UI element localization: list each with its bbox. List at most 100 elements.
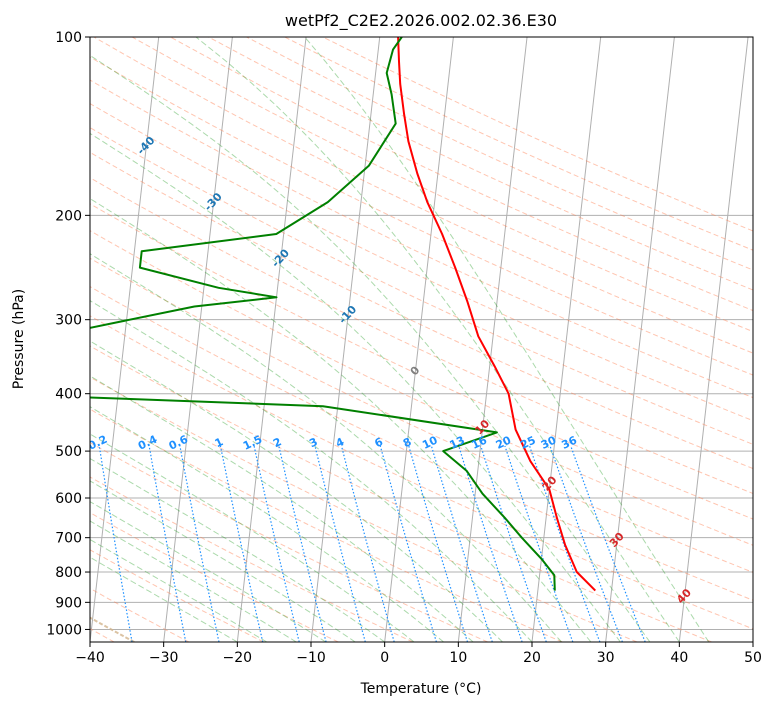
isotherm-label: 0	[408, 363, 423, 378]
dry-adiabat	[90, 441, 488, 642]
mixing-ratio-label: 30	[539, 433, 559, 451]
isotherm-label: -40	[134, 134, 157, 158]
dry-adiabat	[131, 37, 753, 333]
moist-adiabat	[90, 520, 297, 642]
y-axis-label: Pressure (hPa)	[11, 289, 27, 389]
dry-adiabat	[90, 315, 753, 630]
moist-adiabat	[90, 556, 238, 642]
x-tick-label: −20	[223, 650, 253, 666]
isotherm-line	[752, 637, 753, 642]
moist-adiabat	[90, 300, 533, 642]
mixing-ratio-line	[278, 445, 327, 642]
isotherm-label: 40	[674, 586, 694, 606]
moist-adiabat	[90, 433, 415, 642]
moist-adiabat	[90, 375, 474, 642]
mixing-ratio-label: 0.4	[136, 433, 159, 453]
isotherm-line	[384, 37, 454, 642]
isotherm-line	[0, 37, 11, 642]
mixing-ratio-label: 4	[334, 435, 347, 450]
x-axis-label: Temperature (°C)	[360, 681, 482, 697]
mixing-ratio-label: 36	[560, 433, 580, 451]
background-lines	[0, 37, 753, 642]
moist-adiabat	[195, 37, 680, 642]
moist-adiabat	[90, 501, 326, 642]
dry-adiabat	[246, 37, 753, 271]
isotherm-line	[310, 37, 381, 642]
dry-adiabat	[90, 203, 753, 520]
dry-adiabat	[90, 376, 638, 642]
moist-adiabat	[90, 538, 268, 642]
isotherm-line	[457, 37, 528, 642]
dry-adiabat	[90, 476, 414, 642]
y-tick-label: 500	[55, 444, 82, 460]
temperature-line	[397, 37, 597, 592]
dry-adiabat	[90, 127, 753, 445]
data-series	[90, 37, 597, 592]
dry-adiabat	[90, 56, 753, 376]
dry-adiabat	[90, 230, 753, 546]
mixing-ratio-line	[570, 445, 646, 642]
mixing-ratio-label: 25	[518, 434, 537, 452]
isotherm-label: 30	[607, 530, 627, 550]
isotherm-label: -50	[67, 77, 90, 101]
dry-adiabat	[93, 37, 753, 354]
dry-adiabat	[90, 549, 264, 642]
mixing-ratio-label: 2	[271, 435, 283, 450]
isotherm-line	[236, 37, 307, 642]
y-tick-label: 800	[55, 565, 82, 581]
dry-adiabat	[90, 177, 753, 495]
moist-adiabat	[90, 457, 385, 642]
isotherm-line	[531, 37, 602, 642]
mixing-ratio-line	[549, 445, 623, 642]
dry-adiabat	[90, 103, 753, 422]
mixing-ratio-line	[98, 445, 133, 642]
axes: −40 −30 −20 −10 0 10 20 30 40 5010009008007006005…	[46, 30, 762, 666]
mixing-ratio-line	[379, 445, 437, 642]
moist-adiabat	[90, 54, 651, 642]
dry-adiabat	[90, 587, 190, 642]
moist-adiabat	[304, 37, 710, 642]
y-tick-label: 1000	[46, 622, 82, 638]
mixing-ratio-line	[408, 445, 469, 642]
chart-title: wetPf2_C2E2.2026.002.02.36.E30	[285, 11, 557, 31]
x-tick-label: −10	[296, 650, 326, 666]
mixing-ratio-line	[480, 445, 547, 642]
y-tick-label: 300	[55, 313, 82, 329]
y-tick-label: 700	[55, 531, 82, 547]
x-tick-label: 30	[597, 650, 615, 666]
mixing-ratio-label: 10	[420, 433, 440, 451]
mixing-ratio-line	[253, 445, 300, 642]
plot-frame	[89, 36, 754, 643]
dry-adiabat	[170, 37, 753, 312]
mixing-ratio-line	[148, 445, 187, 642]
dewpoint-line	[90, 37, 556, 591]
isotherm-line	[90, 37, 160, 642]
mixing-ratio-label: 8	[401, 435, 413, 450]
moist-adiabat	[90, 406, 444, 642]
x-tick-label: 40	[670, 650, 688, 666]
mixing-ratio-label: 1	[213, 435, 225, 450]
x-tick-label: 20	[523, 650, 541, 666]
mixing-ratio-line	[179, 445, 220, 642]
dry-adiabat	[90, 408, 563, 642]
isotherm-label: -20	[269, 246, 292, 270]
y-tick-label: 900	[55, 595, 82, 611]
y-tick-label: 100	[55, 30, 82, 46]
dry-adiabat	[90, 79, 753, 399]
moist-adiabat	[90, 480, 356, 642]
y-tick-label: 600	[55, 491, 82, 507]
dry-adiabat	[90, 512, 339, 642]
moist-adiabat	[90, 198, 592, 642]
x-tick-label: 0	[380, 650, 389, 666]
moist-adiabat	[90, 253, 562, 642]
isotherm-line	[605, 37, 675, 642]
isotherm-label: -10	[336, 303, 359, 327]
mixing-ratio-line	[529, 445, 601, 642]
mixing-ratio-line	[458, 445, 523, 642]
isotherm-label: -30	[202, 190, 225, 214]
x-tick-label: 10	[449, 650, 467, 666]
x-tick-label: −40	[75, 650, 105, 666]
mixing-ratio-label: 20	[494, 433, 514, 451]
dry-adiabat	[90, 345, 712, 642]
